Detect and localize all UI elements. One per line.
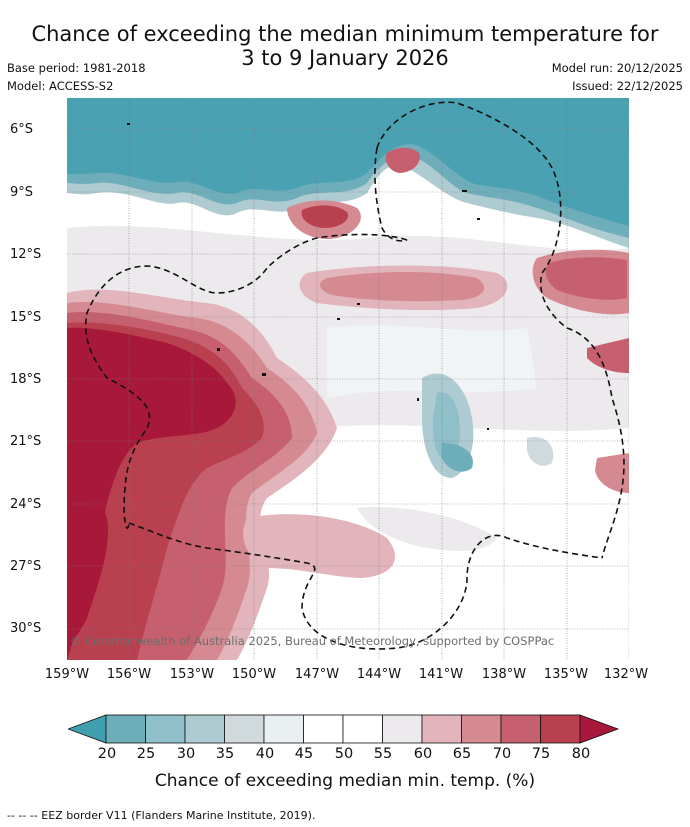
colorbar-tick: 65 [452,746,472,762]
issued-date: Issued: 22/12/2025 [572,79,683,93]
colorbar-tick: 25 [136,746,156,762]
title-line-1: Chance of exceeding the median minimum t… [31,22,659,46]
colorbar-title: Chance of exceeding median min. temp. (%… [154,771,536,791]
lat-label: 6°S [10,122,34,137]
title-line-2: 3 to 9 January 2026 [241,46,449,70]
lat-label: 15°S [10,310,42,325]
colorbar-cell [382,714,423,744]
colorbar-tick: 70 [492,746,512,762]
colorbar-over-triangle [579,714,620,744]
lat-label: 12°S [10,247,42,262]
lat-label: 21°S [10,434,42,449]
lon-label: 156°W [106,667,152,682]
lon-label: 132°W [603,667,649,682]
base-period: Base period: 1981-2018 [7,61,146,75]
lon-label: 144°W [356,667,402,682]
lat-label: 9°S [10,185,34,200]
colorbar-tick: 55 [373,746,393,762]
colorbar-cell [263,714,304,744]
lon-label: 141°W [418,667,464,682]
lon-label: 153°W [169,667,215,682]
probability-map [67,98,629,660]
colorbar-cell [303,714,344,744]
colorbar-tick: 60 [413,746,433,762]
colorbar-cell [224,714,265,744]
colorbar-under-triangle [68,714,107,744]
model-run: Model run: 20/12/2025 [551,61,683,75]
colorbar-tick: 45 [294,746,314,762]
lon-label: 138°W [481,667,527,682]
colorbar-tick: 20 [97,746,117,762]
colorbar-tick: 40 [255,746,275,762]
map-title: Chance of exceeding the median minimum t… [0,22,690,70]
lat-label: 27°S [10,559,42,574]
lon-label: 150°W [231,667,277,682]
lat-label: 24°S [10,497,42,512]
lat-label: 30°S [10,621,42,636]
colorbar-tick: 75 [531,746,551,762]
map-svg [67,98,629,660]
colorbar-tick: 80 [571,746,591,762]
lon-label: 159°W [44,667,90,682]
colorbar-cell [461,714,502,744]
colorbar-tick: 35 [215,746,235,762]
colorbar-cell [184,714,225,744]
lat-label: 18°S [10,372,42,387]
colorbar-cell [145,714,186,744]
colorbar-cell [421,714,462,744]
colorbar-cell [540,714,581,744]
colorbar-cell [105,714,146,744]
eez-legend-footnote: -- -- -- EEZ border V11 (Flanders Marine… [7,809,316,822]
copyright-notice: © Commonwealth of Australia 2025, Bureau… [70,634,555,648]
lon-label: 147°W [294,667,340,682]
model-name: Model: ACCESS-S2 [7,79,114,93]
colorbar-cell [500,714,541,744]
meta-left: Base period: 1981-2018 Model: ACCESS-S2 [7,59,146,95]
colorbar-tick: 30 [176,746,196,762]
meta-right: Model run: 20/12/2025 Issued: 22/12/2025 [552,59,683,95]
colorbar-cell [342,714,383,744]
colorbar-tick: 50 [334,746,354,762]
lon-label: 135°W [543,667,589,682]
colorbar [68,714,620,744]
